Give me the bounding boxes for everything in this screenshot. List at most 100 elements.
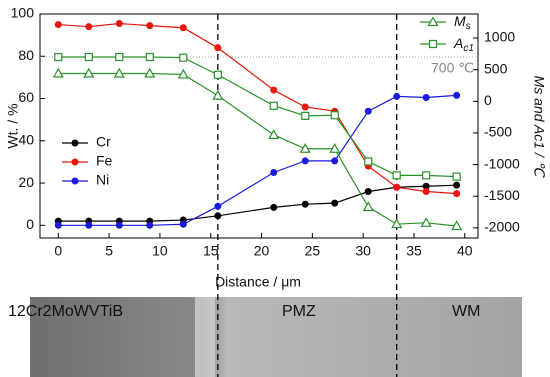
legend-label: Cr [96, 134, 111, 150]
y2-tick-label: 0 [484, 92, 492, 108]
data-point [331, 199, 339, 207]
y2-tick-label: 500 [484, 60, 508, 76]
legend-marker [427, 16, 439, 27]
y2-tick-label: -1000 [484, 155, 520, 171]
data-point [115, 221, 123, 229]
data-point [422, 188, 430, 196]
data-point [420, 217, 432, 227]
micrograph-label: PMZ [282, 303, 316, 320]
data-point [301, 111, 310, 120]
x-tick-label: 35 [406, 243, 422, 259]
y-axis-label: Wt. / % [5, 103, 21, 148]
data-point [364, 188, 372, 196]
data-point [422, 182, 430, 190]
y-tick-label: 0 [26, 216, 34, 232]
micrograph-label: WM [452, 303, 480, 320]
data-point [422, 93, 430, 101]
y2-tick-label: 1000 [484, 29, 515, 45]
data-point [330, 111, 339, 120]
data-point [453, 91, 461, 99]
x-tick-label: 40 [457, 243, 473, 259]
y-tick-label: 40 [18, 131, 34, 147]
data-point [391, 218, 403, 229]
data-point [213, 70, 222, 79]
data-point [54, 221, 62, 229]
y2-axis-label: Ms and Ac1 / ℃ [531, 76, 547, 179]
data-point [422, 171, 431, 180]
data-point [392, 171, 401, 180]
legend-label: Ni [96, 172, 109, 188]
data-point [84, 52, 93, 62]
y-tick-label: 80 [18, 47, 34, 63]
legend-marker [71, 139, 79, 147]
data-point [85, 221, 93, 229]
data-point [214, 202, 222, 210]
data-point [115, 20, 123, 28]
data-point [145, 52, 154, 62]
data-point [177, 68, 189, 79]
legend-marker [71, 158, 79, 166]
data-point [269, 101, 278, 110]
data-point [214, 212, 222, 220]
x-tick-label: 25 [305, 243, 321, 259]
data-point [453, 190, 461, 198]
data-point [301, 157, 309, 165]
data-point [452, 172, 461, 181]
data-point [179, 24, 187, 32]
data-point [329, 143, 341, 153]
plot-frame [39, 13, 479, 239]
data-point [83, 67, 95, 78]
y2-tick-label: -500 [484, 124, 512, 140]
data-point [331, 157, 339, 165]
data-point [115, 52, 124, 62]
x-tick-label: 0 [54, 243, 62, 259]
data-point [146, 221, 154, 229]
micrograph [30, 297, 522, 377]
data-point [146, 22, 154, 30]
y-tick-label: 20 [18, 174, 34, 190]
data-point [54, 52, 63, 62]
data-point [364, 107, 372, 115]
data-point [453, 181, 461, 189]
reference-label: 700 ℃ [431, 60, 474, 76]
legend-label: Ms [454, 13, 471, 32]
x-tick-label: 30 [355, 243, 371, 259]
data-point [85, 23, 93, 31]
legend-label: Fe [96, 153, 113, 169]
data-point [362, 201, 374, 212]
legend-marker [71, 177, 79, 185]
y-tick-label: 100 [11, 5, 35, 21]
data-point [270, 86, 278, 94]
fusion-boundary [195, 297, 215, 377]
data-point [393, 92, 401, 100]
y2-tick-label: -2000 [484, 219, 520, 235]
data-point [144, 67, 156, 78]
data-point [270, 168, 278, 176]
data-point [214, 44, 222, 52]
data-point [301, 103, 309, 111]
x-tick-label: 15 [203, 243, 219, 259]
data-point [179, 220, 187, 228]
data-point [179, 53, 188, 62]
y-tick-label: 60 [18, 89, 34, 105]
data-point [451, 220, 463, 231]
data-point [54, 21, 62, 29]
data-point [113, 67, 125, 78]
y2-tick-label: -1500 [484, 187, 520, 203]
legend-marker [428, 39, 438, 49]
x-tick-label: 20 [254, 243, 270, 259]
data-point [299, 143, 311, 153]
data-point [393, 183, 401, 191]
data-point [52, 67, 64, 78]
data-point [212, 89, 224, 100]
micrograph-label: 12Cr2MoWVTiB [8, 303, 123, 320]
data-point [301, 200, 309, 208]
data-point [364, 157, 373, 166]
data-point [268, 129, 280, 139]
legend-label: Ac1 [453, 35, 474, 54]
x-axis-label: Distance / μm [215, 274, 301, 290]
x-tick-label: 5 [105, 243, 113, 259]
x-tick-label: 10 [152, 243, 168, 259]
